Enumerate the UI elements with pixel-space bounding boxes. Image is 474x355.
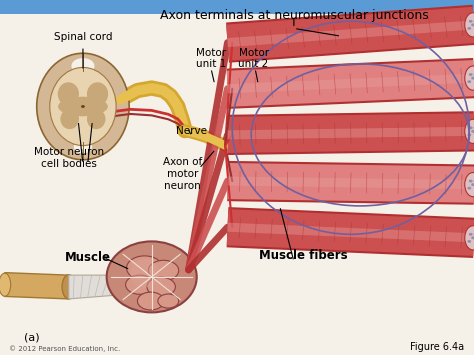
Text: Spinal cord: Spinal cord	[54, 32, 112, 42]
Ellipse shape	[158, 294, 179, 308]
Ellipse shape	[50, 67, 116, 146]
Circle shape	[467, 80, 471, 83]
Circle shape	[467, 240, 471, 243]
Text: Muscle: Muscle	[64, 251, 111, 264]
Circle shape	[471, 77, 474, 80]
Ellipse shape	[137, 292, 164, 310]
Text: Motor
unit 1: Motor unit 1	[196, 48, 226, 69]
Text: Muscle fibers: Muscle fibers	[259, 249, 347, 262]
Circle shape	[467, 27, 471, 30]
Ellipse shape	[60, 109, 79, 129]
Ellipse shape	[107, 241, 197, 312]
Ellipse shape	[58, 82, 79, 106]
Circle shape	[471, 183, 474, 186]
Text: Axon terminals at neuromuscular junctions: Axon terminals at neuromuscular junction…	[160, 9, 428, 22]
Circle shape	[469, 20, 473, 23]
Ellipse shape	[148, 260, 179, 281]
Polygon shape	[69, 275, 123, 299]
Circle shape	[467, 133, 471, 136]
Text: Nerve: Nerve	[176, 126, 208, 136]
Ellipse shape	[36, 53, 129, 160]
Ellipse shape	[465, 13, 474, 37]
Ellipse shape	[465, 66, 474, 90]
Ellipse shape	[58, 97, 108, 116]
Ellipse shape	[72, 58, 94, 74]
Text: Motor
unit 2: Motor unit 2	[238, 48, 269, 69]
Circle shape	[467, 187, 471, 190]
Circle shape	[471, 236, 474, 239]
Ellipse shape	[0, 273, 10, 296]
Circle shape	[469, 126, 473, 129]
Ellipse shape	[62, 275, 75, 299]
Text: Figure 6.4a: Figure 6.4a	[410, 342, 465, 352]
Ellipse shape	[465, 226, 474, 250]
Ellipse shape	[73, 141, 92, 153]
Ellipse shape	[87, 109, 106, 129]
Text: © 2012 Pearson Education, Inc.: © 2012 Pearson Education, Inc.	[9, 345, 121, 352]
Text: Axon of
motor
neuron: Axon of motor neuron	[163, 157, 202, 191]
Text: Motor neuron
cell bodies: Motor neuron cell bodies	[34, 147, 104, 169]
Circle shape	[471, 23, 474, 26]
Circle shape	[469, 233, 473, 236]
Circle shape	[81, 105, 85, 108]
Ellipse shape	[87, 82, 108, 106]
FancyBboxPatch shape	[0, 0, 474, 14]
Text: (a): (a)	[24, 333, 39, 343]
Ellipse shape	[465, 119, 474, 143]
Ellipse shape	[126, 275, 154, 294]
Circle shape	[469, 180, 473, 182]
Circle shape	[469, 73, 473, 76]
Ellipse shape	[465, 173, 474, 197]
Ellipse shape	[127, 256, 163, 280]
Polygon shape	[5, 273, 69, 299]
Ellipse shape	[130, 259, 159, 288]
Circle shape	[471, 130, 474, 133]
Ellipse shape	[147, 277, 175, 296]
